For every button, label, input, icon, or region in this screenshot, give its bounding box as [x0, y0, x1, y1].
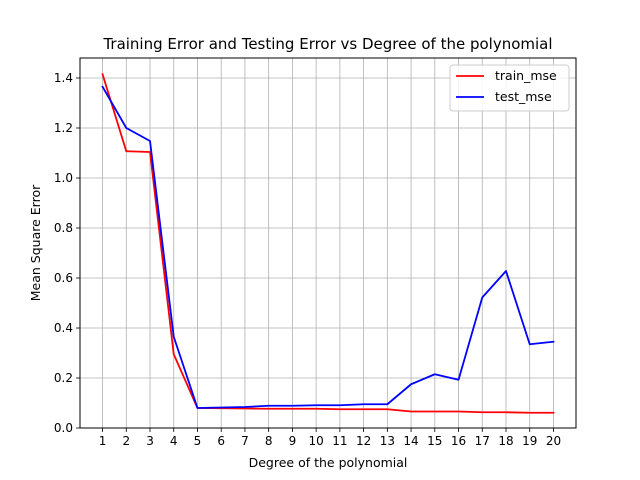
chart-title: Training Error and Testing Error vs Degr…	[102, 35, 552, 53]
x-tick-label: 5	[194, 434, 202, 448]
plot-frame	[79, 57, 577, 429]
x-tick-label: 14	[403, 434, 418, 448]
x-tick-label: 12	[356, 434, 371, 448]
x-tick-label: 6	[217, 434, 225, 448]
x-tick-label: 7	[241, 434, 249, 448]
y-tick-label: 0.6	[54, 271, 73, 285]
y-axis: 0.0 0.2 0.4 0.6 0.8 1.0 1.2 1.4	[54, 71, 80, 435]
x-axis-title: Degree of the polynomial	[249, 455, 408, 470]
x-tick-label: 10	[308, 434, 323, 448]
x-tick-label: 9	[289, 434, 297, 448]
y-tick-label: 1.2	[54, 121, 73, 135]
x-tick-label: 4	[170, 434, 178, 448]
legend: train_mse test_mse	[449, 64, 570, 112]
y-tick-label: 0.4	[54, 321, 73, 335]
x-tick-label: 2	[122, 434, 130, 448]
x-tick-label: 3	[146, 434, 154, 448]
x-axis: 1 2 3 4 5 6 7 8 9 10 11 12 13 14 15 16 17 18 19 20	[99, 428, 561, 448]
x-tick-label: 1	[99, 434, 107, 448]
x-tick-label: 18	[498, 434, 513, 448]
x-tick-label: 11	[332, 434, 347, 448]
grid	[80, 58, 576, 429]
series-line-test-mse	[101, 85, 555, 409]
x-tick-label: 17	[475, 434, 490, 448]
y-tick-label: 1.0	[54, 171, 73, 185]
x-tick-label: 19	[522, 434, 537, 448]
x-tick-label: 15	[427, 434, 442, 448]
y-tick-label: 0.0	[54, 421, 73, 435]
series-line-train-mse	[101, 73, 555, 414]
y-tick-label: 0.2	[54, 371, 73, 385]
y-axis-title: Mean Square Error	[28, 184, 43, 301]
y-tick-label: 0.8	[54, 221, 73, 235]
x-tick-label: 8	[265, 434, 273, 448]
y-tick-label: 1.4	[54, 71, 73, 85]
legend-label-train: train_mse	[495, 68, 557, 83]
x-tick-label: 16	[451, 434, 466, 448]
x-tick-label: 20	[546, 434, 561, 448]
x-tick-label: 13	[380, 434, 395, 448]
legend-label-test: test_mse	[495, 89, 552, 104]
series-lines	[101, 73, 555, 414]
